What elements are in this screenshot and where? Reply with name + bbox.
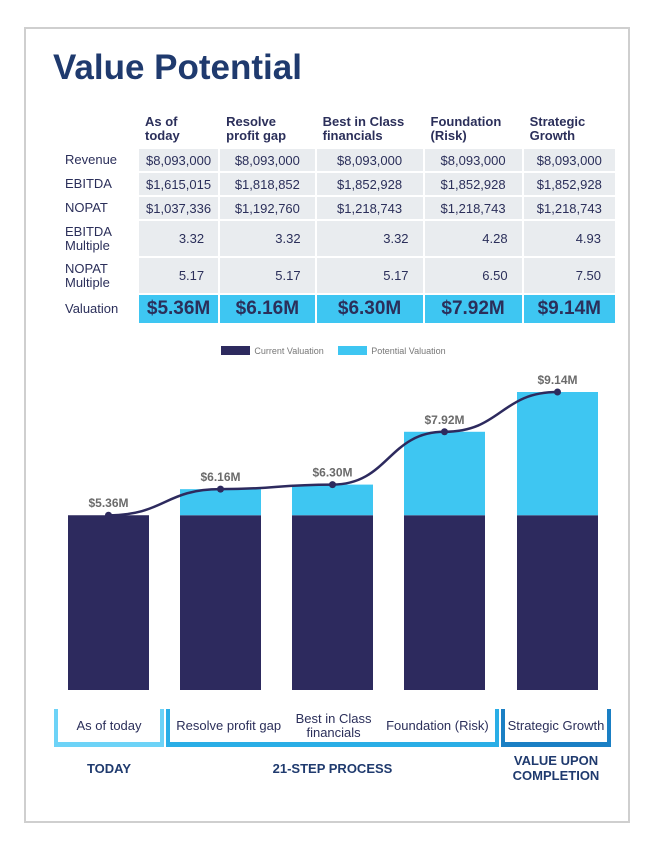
table-row: EBITDA Multiple 3.32 3.32 3.32 4.28 4.93: [57, 221, 615, 256]
row-label: NOPAT Multiple: [65, 260, 110, 290]
group-process: 21-STEP PROCESS: [272, 761, 393, 776]
table-row: Revenue $8,093,000 $8,093,000 $8,093,000 $8,…: [57, 149, 615, 171]
data-label: $9.14M: [537, 373, 577, 387]
table-header: As of today Resolve profit gap Best in C…: [57, 113, 615, 147]
bracket-today: As of today: [54, 709, 164, 747]
row-label: Valuation: [65, 301, 119, 316]
table-cell: $6.30M: [316, 295, 423, 323]
table-cell: 5.17: [316, 258, 423, 293]
table-cell: 5.17: [220, 258, 315, 293]
table-cell: $1,218,743: [523, 197, 615, 219]
bar-current: [292, 515, 373, 690]
line-point: [217, 485, 224, 493]
bar-current: [404, 515, 485, 690]
bracket-completion: Strategic Growth: [501, 709, 611, 747]
table-cell: $9.14M: [523, 295, 615, 323]
bracket-label: Resolve profit gap: [176, 717, 282, 733]
table-cell: $8,093,000: [220, 149, 315, 171]
table-cell: $1,818,852: [220, 173, 315, 195]
legend-swatch-potential: [338, 346, 368, 356]
table-row: Valuation $5.36M $6.16M $6.30M $7.92M $9.14M: [57, 295, 615, 323]
table-cell: 7.50: [523, 258, 615, 293]
col-header: Strategic Growth: [529, 114, 586, 143]
bar-current: [180, 515, 261, 690]
table-cell: $1,852,928: [424, 173, 522, 195]
col-header: Foundation (Risk): [430, 114, 502, 143]
valuation-table: As of today Resolve profit gap Best in C…: [55, 111, 617, 325]
line-point: [329, 481, 336, 489]
bracket-label: Best in Class financials: [295, 710, 372, 740]
legend-swatch-current: [221, 346, 251, 356]
row-label: EBITDA Multiple: [65, 223, 112, 253]
table-cell: 4.28: [424, 221, 522, 256]
table-cell: 3.32: [220, 221, 315, 256]
table-cell: $8,093,000: [424, 149, 522, 171]
table-cell: $1,852,928: [523, 173, 615, 195]
table-cell: $1,615,015: [139, 173, 219, 195]
bar-potential: [180, 489, 261, 516]
legend-potential: Potential Valuation: [371, 345, 446, 356]
valuation-line: [108, 390, 558, 517]
table-cell: 5.17: [139, 258, 219, 293]
table-cell: $5.36M: [139, 295, 219, 323]
bar-current: [517, 515, 598, 690]
data-label: $5.36M: [88, 496, 128, 510]
table-cell: $1,192,760: [220, 197, 315, 219]
legend-current: Current Valuation: [254, 345, 324, 356]
table-cell: 6.50: [424, 258, 522, 293]
page-frame: [24, 27, 630, 823]
table-cell: 4.93: [523, 221, 615, 256]
row-label: EBITDA: [65, 176, 112, 191]
table-cell: $1,218,743: [316, 197, 423, 219]
table-cell: $1,852,928: [316, 173, 423, 195]
bar-potential: [292, 484, 373, 516]
col-header: As of today: [145, 114, 180, 143]
legend: Current Valuation Potential Valuation: [0, 345, 659, 356]
page-title: Value Potential: [53, 48, 302, 87]
row-label: NOPAT: [65, 200, 108, 215]
data-label: $6.16M: [200, 470, 240, 484]
table-cell: $8,093,000: [523, 149, 615, 171]
table-cell: $1,218,743: [424, 197, 522, 219]
row-label: Revenue: [65, 152, 118, 167]
table-cell: 3.32: [316, 221, 423, 256]
table-cell: $8,093,000: [316, 149, 423, 171]
table-cell: $7.92M: [424, 295, 522, 323]
table-row: NOPAT Multiple 5.17 5.17 5.17 6.50 7.50: [57, 258, 615, 293]
bar-potential: [517, 392, 598, 516]
col-header: Resolve profit gap: [226, 114, 287, 143]
col-header: Best in Class financials: [322, 114, 405, 143]
table-cell: $8,093,000: [139, 149, 219, 171]
data-label: $6.30M: [312, 466, 352, 480]
line-point: [441, 428, 448, 436]
bracket-label: As of today: [76, 717, 142, 733]
table-row: EBITDA $1,615,015 $1,818,852 $1,852,928 $1,8…: [57, 173, 615, 195]
line-point: [105, 511, 112, 519]
data-label: $7.92M: [424, 413, 464, 427]
table-cell: $1,037,336: [139, 197, 219, 219]
bar-current: [68, 515, 149, 690]
table-cell: $6.16M: [220, 295, 315, 323]
line-point: [554, 388, 561, 396]
table-row: NOPAT $1,037,336 $1,192,760 $1,218,743 $1,21…: [57, 197, 615, 219]
group-completion: VALUE UPON COMPLETION: [512, 753, 600, 783]
bracket-process: Resolve profit gap Best in Class financi…: [166, 709, 499, 747]
bracket-label: Foundation (Risk): [386, 717, 489, 733]
bar-potential: [404, 431, 485, 516]
table-cell: 3.32: [139, 221, 219, 256]
bracket-label: Strategic Growth: [507, 717, 605, 733]
group-today: TODAY: [86, 761, 132, 776]
